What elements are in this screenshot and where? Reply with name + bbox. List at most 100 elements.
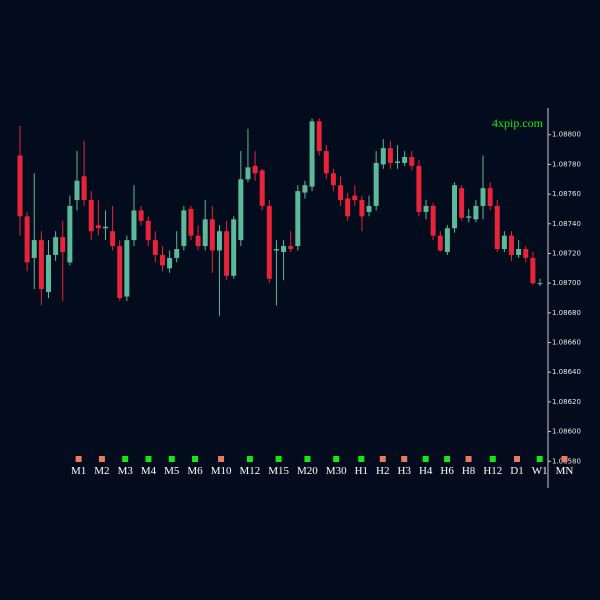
timeframe-button[interactable]: M30 — [326, 465, 347, 477]
timeframe-button[interactable]: M2 — [94, 465, 109, 477]
timeframe-indicator — [422, 456, 429, 462]
candle-body — [537, 283, 543, 285]
timeframe-indicator — [561, 456, 568, 462]
timeframe-indicator — [333, 456, 340, 462]
candle-body — [110, 231, 116, 247]
timeframe-indicator — [275, 456, 282, 462]
timeframe-button[interactable]: H1 — [355, 465, 368, 477]
candle-body — [174, 249, 180, 258]
candle-body — [480, 188, 486, 206]
candle-body — [459, 188, 465, 218]
candle-body — [124, 240, 130, 297]
timeframe-button[interactable]: M6 — [187, 465, 203, 477]
timeframe-indicator — [145, 456, 152, 462]
candle-body — [487, 188, 493, 206]
candle-body — [60, 237, 66, 252]
candle-body — [67, 205, 73, 263]
candle-body — [509, 235, 515, 255]
timeframe-button[interactable]: D1 — [510, 465, 523, 477]
timeframe-button[interactable]: M3 — [118, 465, 134, 477]
timeframe-button[interactable]: H6 — [440, 465, 454, 477]
candle-body — [195, 235, 201, 247]
timeframe-button[interactable]: M1 — [71, 465, 86, 477]
candle-body — [273, 249, 279, 251]
y-tick-label: 1.08620 — [552, 398, 581, 406]
timeframe-indicator — [192, 456, 199, 462]
timeframe-indicator — [168, 456, 175, 462]
timeframe-indicator — [379, 456, 386, 462]
candle-body — [159, 254, 165, 266]
candle-body — [352, 195, 358, 201]
timeframe-indicator — [358, 456, 365, 462]
candle-body — [231, 219, 237, 276]
candle-body — [252, 165, 258, 174]
timeframe-button[interactable]: M12 — [239, 465, 260, 477]
timeframe-button[interactable]: H12 — [483, 465, 502, 477]
candle-body — [38, 240, 44, 290]
candle-body — [138, 210, 144, 221]
timeframe-button[interactable]: M4 — [141, 465, 157, 477]
candle-body — [167, 257, 173, 269]
candle-body — [473, 205, 479, 220]
timeframe-button[interactable]: H2 — [376, 465, 389, 477]
timeframe-button[interactable]: H8 — [462, 465, 476, 477]
candle-body — [88, 200, 94, 232]
candle-body — [359, 200, 365, 217]
candle-body — [523, 249, 529, 258]
timeframe-indicator — [122, 456, 129, 462]
timeframe-button[interactable]: H3 — [398, 465, 412, 477]
candle-body — [181, 210, 187, 247]
candle-body — [373, 162, 379, 206]
candle-body — [501, 235, 507, 250]
candle-body — [366, 205, 372, 212]
watermark: 4xpip.com — [492, 116, 544, 130]
candle-body — [209, 219, 215, 251]
candle-body — [74, 180, 80, 201]
candle-body — [494, 205, 500, 250]
candle-body — [345, 198, 351, 217]
candle-body — [380, 148, 386, 165]
candle-body — [430, 205, 436, 236]
timeframe-button[interactable]: M15 — [268, 465, 289, 477]
candle-body — [409, 156, 415, 166]
y-tick-label: 1.08740 — [552, 220, 581, 228]
candle-body — [295, 191, 301, 247]
timeframe-indicator — [75, 456, 82, 462]
candle-body — [452, 185, 458, 229]
candle-body — [437, 235, 443, 251]
timeframe-button[interactable]: M5 — [164, 465, 180, 477]
timeframe-button[interactable]: M10 — [211, 465, 232, 477]
timeframe-button[interactable]: W1 — [532, 465, 548, 477]
candle-body — [402, 156, 408, 163]
candle-body — [145, 220, 151, 241]
y-tick-label: 1.08700 — [552, 279, 581, 287]
timeframe-indicator — [444, 456, 451, 462]
candle-body — [259, 170, 265, 206]
candle-body — [188, 208, 194, 236]
candle-body — [81, 176, 87, 201]
candle-body — [31, 240, 37, 258]
candle-body — [323, 151, 329, 174]
candle-body — [302, 185, 308, 193]
y-tick-label: 1.08800 — [552, 131, 581, 139]
timeframe-button[interactable]: M20 — [297, 465, 318, 477]
candle-body — [395, 161, 401, 163]
candle-body — [330, 173, 336, 186]
timeframe-indicator — [489, 456, 496, 462]
y-tick-label: 1.08720 — [552, 249, 581, 257]
y-tick-label: 1.08680 — [552, 309, 581, 317]
candle-body — [309, 121, 315, 187]
candle-body — [387, 148, 393, 163]
candle-body — [245, 167, 251, 180]
candle-body — [95, 225, 101, 229]
candle-body — [530, 257, 536, 284]
timeframe-button[interactable]: MN — [556, 465, 574, 477]
timeframe-indicator — [401, 456, 408, 462]
candle-body — [316, 121, 322, 152]
timeframe-indicator — [304, 456, 311, 462]
candle-body — [202, 219, 208, 247]
candle-body — [216, 231, 222, 251]
timeframe-button[interactable]: H4 — [419, 465, 433, 477]
